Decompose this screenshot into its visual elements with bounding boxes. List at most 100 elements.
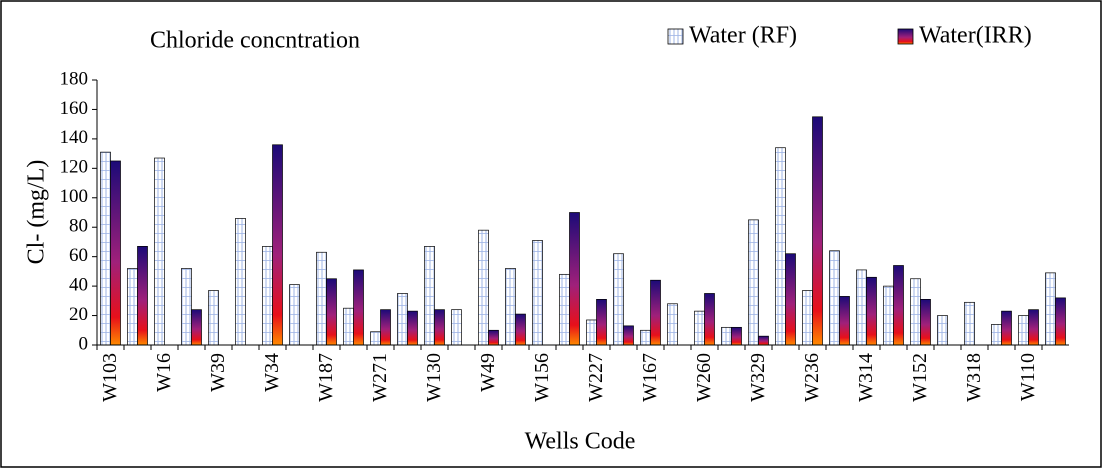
bar xyxy=(370,331,381,346)
x-tick-label: W260 xyxy=(693,353,715,402)
bar xyxy=(262,246,273,346)
x-axis-title: Wells Code xyxy=(525,429,636,455)
legend-swatch xyxy=(667,28,684,45)
bar xyxy=(451,309,462,346)
x-tick-label: W130 xyxy=(423,353,445,402)
bar xyxy=(758,335,769,346)
bar xyxy=(596,299,607,346)
bar xyxy=(1055,297,1066,346)
bar xyxy=(775,147,786,346)
bar xyxy=(640,329,651,346)
bar xyxy=(137,246,148,346)
x-tick-label: W156 xyxy=(531,353,553,402)
bar xyxy=(532,240,543,346)
x-tick-label: W39 xyxy=(207,353,229,392)
bar xyxy=(731,326,742,346)
bar xyxy=(407,310,418,346)
bar xyxy=(883,285,894,346)
bar xyxy=(586,319,597,346)
y-axis-title: Cl- (mg/L) xyxy=(24,160,50,265)
x-tick-label: W236 xyxy=(801,353,823,402)
bar xyxy=(127,268,138,346)
bar xyxy=(704,293,715,346)
bar xyxy=(613,253,624,346)
bar xyxy=(1001,310,1012,346)
bar xyxy=(623,325,634,346)
bar xyxy=(569,212,580,346)
bar xyxy=(748,219,759,346)
bar xyxy=(964,301,975,346)
legend-label: Water (RF) xyxy=(689,23,797,49)
bar xyxy=(397,293,408,346)
x-tick-label: W167 xyxy=(639,353,661,402)
bar xyxy=(721,326,732,346)
y-tick-label: 140 xyxy=(60,127,89,148)
bar xyxy=(991,324,1002,346)
bar xyxy=(380,309,391,346)
x-tick-label: W314 xyxy=(855,353,877,402)
x-tick-label: W318 xyxy=(963,353,985,402)
y-tick-label: 40 xyxy=(69,274,88,295)
bar xyxy=(326,278,337,346)
y-tick-label: 160 xyxy=(60,98,89,119)
x-tick-label: W49 xyxy=(477,353,499,392)
bar xyxy=(316,251,327,346)
bar xyxy=(110,160,121,346)
bar xyxy=(208,290,219,346)
bar xyxy=(694,310,705,346)
bar xyxy=(478,229,489,346)
bar xyxy=(650,279,661,346)
bar xyxy=(424,246,435,346)
bar xyxy=(856,269,867,346)
x-tick-label: W271 xyxy=(369,353,391,402)
chart-title: Chloride concntration xyxy=(150,28,360,54)
bar xyxy=(100,151,111,346)
bar xyxy=(802,290,813,346)
bar xyxy=(488,329,499,346)
bar xyxy=(353,269,364,346)
bar xyxy=(920,299,931,346)
bar xyxy=(515,313,526,346)
y-tick-label: 100 xyxy=(60,186,89,207)
bar xyxy=(235,218,246,346)
bar xyxy=(667,303,678,346)
x-tick-label: W152 xyxy=(909,353,931,402)
x-tick-label: W34 xyxy=(261,353,283,392)
legend-swatch xyxy=(897,28,914,45)
x-tick-label: W187 xyxy=(315,353,337,402)
bar xyxy=(181,268,192,346)
bar xyxy=(893,265,904,346)
y-tick-label: 80 xyxy=(69,216,88,237)
y-tick-label: 180 xyxy=(60,68,89,89)
bar xyxy=(910,278,921,346)
y-tick-label: 0 xyxy=(79,333,89,354)
bar xyxy=(154,157,165,346)
bar xyxy=(829,250,840,346)
bar xyxy=(866,276,877,346)
bar xyxy=(1028,309,1039,346)
y-tick-label: 20 xyxy=(69,304,88,325)
x-tick-label: W16 xyxy=(153,353,175,392)
x-tick-label: W227 xyxy=(585,353,607,402)
x-tick-label: W103 xyxy=(99,353,121,402)
bar xyxy=(289,284,300,346)
y-tick-label: 60 xyxy=(69,245,88,266)
bar xyxy=(1045,272,1056,346)
bar xyxy=(505,268,516,346)
bar xyxy=(839,296,850,346)
bar xyxy=(559,273,570,346)
bar xyxy=(937,315,948,346)
y-tick-label: 120 xyxy=(60,157,89,178)
bar xyxy=(785,253,796,346)
bar xyxy=(434,309,445,346)
bar xyxy=(272,144,283,346)
bar xyxy=(1018,315,1029,346)
bar xyxy=(343,307,354,346)
bar xyxy=(191,309,202,346)
bar xyxy=(812,116,823,346)
legend-label: Water(IRR) xyxy=(919,23,1032,49)
x-tick-label: W329 xyxy=(747,353,769,402)
x-tick-label: W110 xyxy=(1017,353,1039,401)
